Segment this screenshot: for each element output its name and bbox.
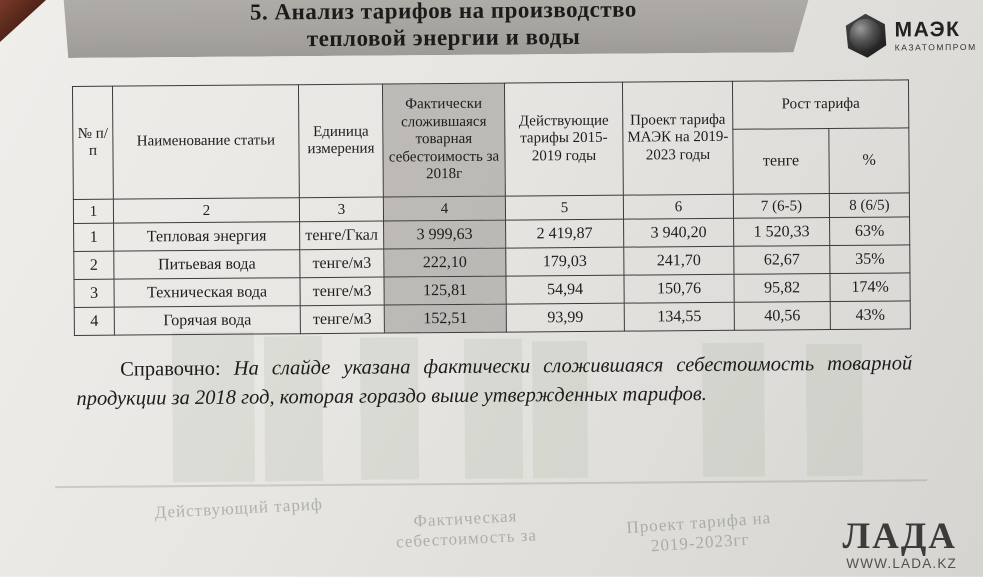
col-number: 5 <box>505 195 624 221</box>
logo-brand-name: МАЭК <box>894 17 961 42</box>
watermark-site: WWW.LADA.KZ <box>846 556 957 571</box>
cell-num: 3 <box>73 279 115 308</box>
col-header-growth-tenge: тенге <box>732 128 830 195</box>
watermark-name: ЛАДА <box>842 516 957 557</box>
cell-article: Тепловая энергия <box>113 221 300 252</box>
cell-current: 93,99 <box>506 303 625 333</box>
col-header-unit: Единица измерения <box>298 84 384 198</box>
bleedthrough-label-draft-tariff: Проект тарифа на 2019-2023гг <box>625 508 772 556</box>
cell-current: 179,03 <box>505 247 624 277</box>
cell-growth-percent: 35% <box>829 244 910 274</box>
cell-growth-tenge: 95,82 <box>733 273 831 303</box>
cell-growth-tenge: 62,67 <box>733 245 830 275</box>
reference-note: Справочно: На слайде указана фактически … <box>76 349 912 413</box>
maek-logo: МАЭК КАЗАТОМПРОМ <box>844 13 977 58</box>
cell-num: 4 <box>74 307 115 336</box>
bleedthrough-label-actual-cost: Фактическая себестоимость за <box>395 506 538 552</box>
col-header-tariff-growth: Рост тарифа <box>732 79 909 130</box>
col-number: 6 <box>623 194 734 220</box>
cell-actual: 3 999,63 <box>383 220 506 250</box>
cell-actual: 125,81 <box>383 276 507 306</box>
col-number: 7 (6-5) <box>733 193 830 219</box>
cell-article: Горячая вода <box>114 305 301 336</box>
col-header-current-tariffs: Действующие тарифы 2015- 2019 годы <box>504 82 624 197</box>
table-header-row: № п/п Наименование статьи Единица измере… <box>72 79 909 200</box>
cell-unit: тенге/Гкал <box>299 221 384 250</box>
cell-num: 1 <box>73 223 114 252</box>
col-number: 1 <box>73 199 114 224</box>
cell-growth-percent: 43% <box>830 300 911 330</box>
cell-actual: 222,10 <box>383 248 506 278</box>
cell-unit: тенге/м3 <box>300 305 385 334</box>
col-header-actual-cost-2018: Фактически сложившаяся товарная себестои… <box>382 83 506 198</box>
cell-actual: 152,51 <box>384 304 507 334</box>
slide-title-line2: тепловой энергии и воды <box>306 23 581 52</box>
maek-sphere-icon <box>844 14 886 58</box>
col-number: 3 <box>299 197 384 222</box>
cell-unit: тенге/м3 <box>299 277 385 306</box>
table-row-hot-water: 4 Горячая вода тенге/м3 152,51 93,99 134… <box>74 300 911 336</box>
cell-article: Техническая вода <box>113 277 301 308</box>
col-header-article: Наименование статьи <box>112 84 300 200</box>
col-header-num: № п/п <box>72 86 114 200</box>
cell-draft: 150,76 <box>623 274 735 304</box>
sphere-glyph <box>849 19 881 52</box>
col-number: 8 (6/5) <box>829 192 910 218</box>
bleedthrough-label-current-tariff: Действующий тариф <box>154 494 324 523</box>
cell-article: Питьевая вода <box>113 249 300 280</box>
cell-growth-percent: 63% <box>829 216 910 246</box>
logo-sub-brand: КАЗАТОМПРОМ <box>894 41 977 53</box>
cell-current: 54,94 <box>505 275 625 305</box>
col-number: 4 <box>383 196 506 222</box>
tariff-table: № п/п Наименование статьи Единица измере… <box>72 79 911 336</box>
cell-num: 2 <box>73 251 114 280</box>
slide-title-banner: 5. Анализ тарифов на производство теплов… <box>63 0 823 58</box>
maek-logo-text: МАЭК КАЗАТОМПРОМ <box>894 17 977 53</box>
cell-draft: 3 940,20 <box>623 218 734 248</box>
col-header-draft-tariff: Проект тарифа МАЭК на 2019-2023 годы <box>622 81 734 196</box>
col-number: 2 <box>113 197 300 224</box>
cell-unit: тенге/м3 <box>299 249 384 278</box>
cell-growth-percent: 174% <box>829 272 911 302</box>
lada-watermark: ЛАДА WWW.LADA.KZ <box>842 516 957 571</box>
cell-growth-tenge: 1 520,33 <box>733 217 830 247</box>
reference-note-label: Справочно: <box>120 357 221 381</box>
cell-current: 2 419,87 <box>505 219 624 249</box>
col-header-growth-percent: % <box>828 127 910 194</box>
cell-draft: 241,70 <box>623 246 734 276</box>
cell-growth-tenge: 40,56 <box>734 301 831 331</box>
cell-draft: 134,55 <box>624 302 735 332</box>
